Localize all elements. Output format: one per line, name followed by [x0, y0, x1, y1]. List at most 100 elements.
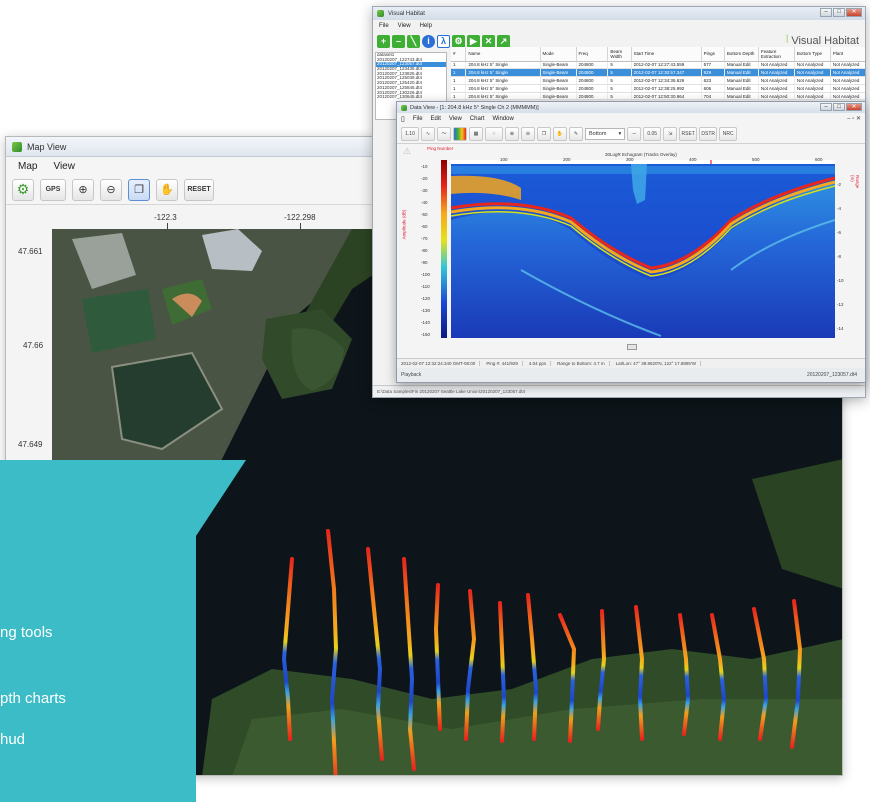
lon-tick-label: -122.298	[284, 213, 316, 222]
dataset-item[interactable]: 20120207_123825.dt4	[377, 70, 423, 76]
remove-dataset-button[interactable]: –	[392, 34, 405, 48]
column-header[interactable]: Mode	[540, 47, 577, 62]
export-button[interactable]: ↗	[497, 34, 510, 48]
edit-button[interactable]: ╲	[407, 34, 420, 48]
dataset-item[interactable]: dataset1	[377, 52, 395, 57]
close-button[interactable]: ✕	[846, 103, 862, 111]
x-tick-label: 300	[626, 157, 634, 162]
table-cell: Not Analyzed	[794, 92, 831, 101]
pencil-button[interactable]: ✎	[569, 126, 583, 141]
menu-file[interactable]: File	[412, 115, 423, 122]
waveform-button[interactable]: ∿	[421, 126, 435, 141]
status-timestamp: 2012-02-07 12:32:24.340 GMT-08:00	[401, 361, 481, 366]
settings-button[interactable]: ⚙	[452, 34, 465, 48]
table-cell: Single-Beam	[540, 61, 577, 70]
maximize-button[interactable]: □	[833, 8, 845, 17]
menu-edit[interactable]: Edit	[430, 115, 441, 122]
menu-chart[interactable]: Chart	[469, 115, 485, 122]
zoom-out-button[interactable]: ⊖	[521, 126, 535, 141]
menu-view[interactable]: View	[448, 115, 462, 122]
settings-gear-button[interactable]: ⚙	[12, 178, 34, 201]
playback-label[interactable]: Playback	[401, 372, 422, 378]
column-header[interactable]: Bottom Type	[794, 47, 831, 62]
minimize-button[interactable]: –	[820, 103, 832, 111]
curve-button[interactable]: ∼	[627, 126, 642, 141]
cancel-button[interactable]: ✕	[482, 34, 495, 48]
table-row[interactable]: 1 204.8 kHz 5° Single Single-Beam 204800 5 20…	[451, 68, 865, 78]
dataset-item[interactable]: 20120207_123436.dt4	[377, 66, 423, 72]
line-button[interactable]: 〜	[437, 126, 451, 141]
maximize-button[interactable]: □	[833, 103, 845, 111]
threshold-label: 0.05	[647, 130, 658, 137]
colormap-button[interactable]	[453, 126, 467, 141]
info-button[interactable]: i	[422, 34, 435, 48]
table-cell: Single-Beam	[540, 68, 577, 78]
column-header[interactable]: Start Time	[631, 47, 702, 62]
close-button[interactable]: ✕	[846, 8, 862, 17]
threshold-button[interactable]: 0.05	[643, 126, 662, 141]
minimize-button[interactable]: –	[820, 8, 832, 17]
hand-icon: ✋	[160, 184, 174, 196]
column-header[interactable]: Freq	[576, 47, 609, 62]
echogram-chart[interactable]	[441, 160, 835, 338]
table-cell: Manual Edit	[724, 84, 759, 93]
menu-file[interactable]: File	[379, 22, 389, 29]
gear-icon: ⚙	[16, 181, 30, 197]
column-header[interactable]: Pings	[701, 47, 725, 62]
dataset-item[interactable]: 20120207_130226.dt4	[377, 89, 423, 95]
table-cell: 5	[607, 84, 632, 93]
table-row[interactable]: 1 204.8 kHz 5° Single Single-Beam 204800 5 20…	[451, 92, 865, 101]
dataset-item[interactable]: 20120207_125845.dt4	[377, 84, 423, 90]
grid-button[interactable]: ▦	[469, 126, 483, 141]
table-cell: Manual Edit	[724, 76, 759, 85]
dataset-item[interactable]: 20120207_130645.dt4	[377, 94, 423, 100]
menu-window[interactable]: Window	[492, 115, 514, 122]
table-cell: Not Analyzed	[830, 76, 865, 85]
scale-button[interactable]: 1.10	[401, 126, 419, 141]
zoom-in-button[interactable]: ⊕	[72, 178, 94, 201]
y2-tick-label: -12	[837, 302, 844, 307]
gps-button[interactable]: GPS	[40, 178, 66, 201]
column-header[interactable]: Feature Extraction	[758, 47, 795, 62]
table-cell: Not Analyzed	[758, 68, 795, 78]
menu-help[interactable]: Help	[419, 22, 432, 29]
table-cell: 2012-02-07 12:38:25.992	[631, 84, 702, 93]
menu-map[interactable]: Map	[18, 160, 38, 172]
dstr-button[interactable]: DSTR	[699, 126, 718, 141]
column-header[interactable]: Plant	[830, 47, 865, 62]
table-row[interactable]: 1 204.8 kHz 5° Single Single-Beam 204800 5 20…	[451, 61, 865, 70]
zoom-in-button[interactable]: ⊕	[505, 126, 519, 141]
bottom-select[interactable]: Bottom ▾	[585, 127, 626, 140]
mdi-controls[interactable]: – ▫ ✕	[847, 116, 861, 122]
table-cell: Not Analyzed	[830, 68, 865, 78]
column-header[interactable]: Bottom Depth	[724, 47, 759, 62]
scroll-handle[interactable]	[627, 344, 637, 350]
play-button[interactable]: ▶	[467, 34, 480, 48]
zoom-out-button[interactable]: ⊖	[100, 178, 122, 201]
column-header[interactable]: #	[451, 47, 467, 62]
info-icon: i	[427, 36, 430, 46]
rset-button[interactable]: RSET	[679, 126, 698, 141]
nrc-button[interactable]: NRC	[719, 126, 738, 141]
dataset-item[interactable]: 20120207_125420.dt4	[377, 80, 423, 86]
reset-button[interactable]: RESET	[184, 178, 214, 201]
table-row[interactable]: 1 204.8 kHz 5° Single Single-Beam 204800 5 20…	[451, 84, 865, 93]
layers-button[interactable]: ❐	[537, 126, 551, 141]
menu-view[interactable]: View	[53, 160, 75, 172]
menu-view[interactable]: View	[397, 22, 411, 29]
expand-button[interactable]: ⇲	[663, 126, 678, 141]
dataset-item[interactable]: 20120207_125039.dt4	[377, 75, 423, 81]
analyze-button[interactable]: λ	[437, 34, 450, 48]
column-header[interactable]: Beam Width	[607, 47, 632, 62]
pan-hand-button[interactable]: ✋	[156, 178, 178, 201]
points-button[interactable]: ⁘	[485, 126, 503, 141]
dataset-item[interactable]: 20120207_122743.dt4	[377, 56, 423, 62]
plus-icon: +	[380, 36, 387, 46]
dataset-item-selected[interactable]: 20120207_123057.dt4	[376, 62, 446, 68]
callout-line: ng tools	[0, 624, 53, 641]
table-row[interactable]: 1 204.8 kHz 5° Single Single-Beam 204800 5 20…	[451, 76, 865, 85]
pan-button[interactable]: ✋	[553, 126, 567, 141]
add-dataset-button[interactable]: +	[377, 34, 390, 48]
layers-button[interactable]: ❐	[128, 178, 150, 201]
column-header[interactable]: Name	[465, 47, 541, 62]
